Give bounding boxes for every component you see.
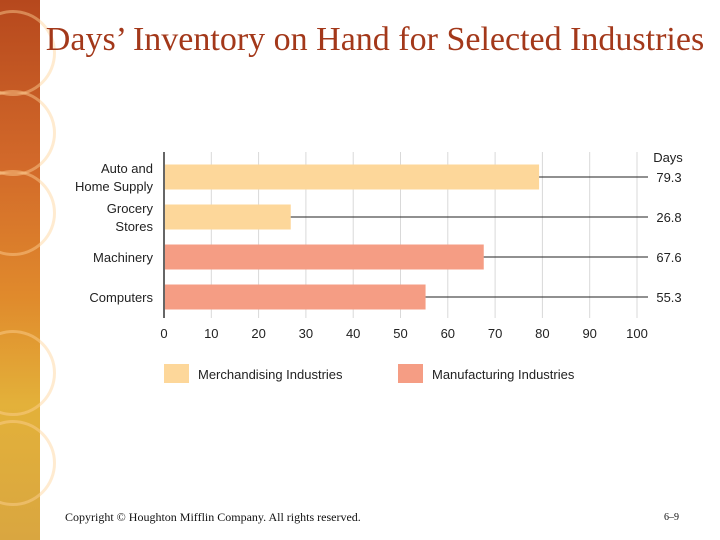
legend-label: Merchandising Industries — [198, 367, 343, 382]
data-label: 55.3 — [656, 290, 681, 305]
x-tick-label: 50 — [393, 326, 407, 341]
value-header-label: Days — [653, 150, 683, 165]
category-label: Home Supply — [75, 179, 154, 194]
x-tick-label: 30 — [299, 326, 313, 341]
x-tick-label: 80 — [535, 326, 549, 341]
bar — [165, 164, 540, 190]
bar — [165, 204, 291, 230]
legend-swatch — [164, 364, 189, 383]
decorative-side-strip — [0, 0, 56, 540]
x-tick-label: 70 — [488, 326, 502, 341]
legend-label: Manufacturing Industries — [432, 367, 575, 382]
copyright-text: Copyright © Houghton Mifflin Company. Al… — [65, 510, 361, 524]
data-label: 26.8 — [656, 210, 681, 225]
category-label: Stores — [115, 219, 153, 234]
page-number: 6–9 — [664, 512, 679, 523]
slide-title: Days’ Inventory on Hand for Selected Ind… — [45, 21, 705, 58]
data-label: 79.3 — [656, 170, 681, 185]
category-label: Machinery — [93, 250, 153, 265]
x-tick-label: 60 — [441, 326, 455, 341]
category-label: Grocery — [107, 201, 154, 216]
x-tick-label: 10 — [204, 326, 218, 341]
bar — [165, 244, 484, 270]
x-tick-label: 20 — [251, 326, 265, 341]
x-tick-label: 100 — [626, 326, 648, 341]
bar — [165, 284, 426, 310]
category-label: Computers — [89, 290, 153, 305]
x-tick-label: 90 — [582, 326, 596, 341]
x-tick-label: 0 — [160, 326, 167, 341]
legend-swatch — [398, 364, 423, 383]
x-tick-label: 40 — [346, 326, 360, 341]
data-label: 67.6 — [656, 250, 681, 265]
category-label: Auto and — [101, 161, 153, 176]
